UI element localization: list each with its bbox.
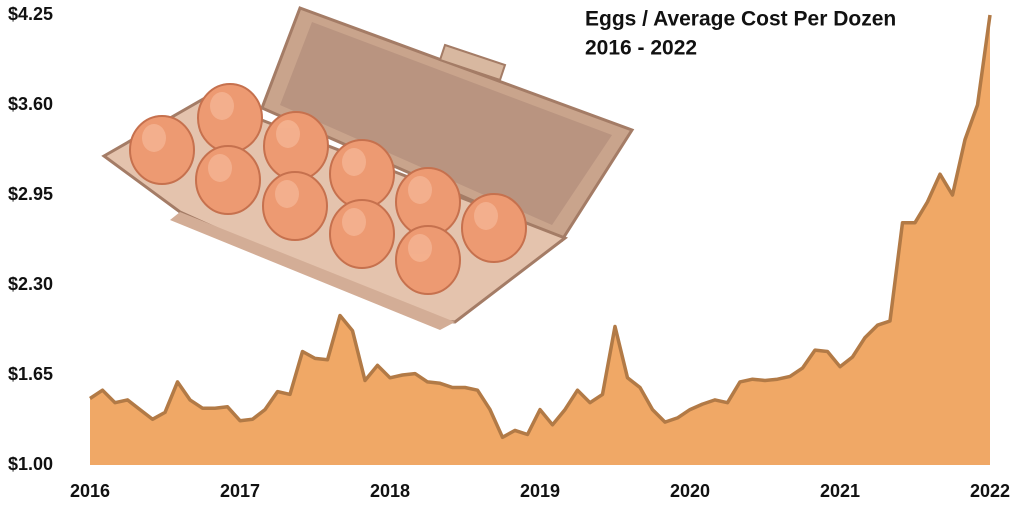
chart-title: Eggs / Average Cost Per Dozen bbox=[585, 8, 896, 31]
x-tick-label: 2016 bbox=[70, 481, 110, 501]
x-tick-label: 2018 bbox=[370, 481, 410, 501]
area bbox=[90, 15, 990, 465]
x-tick-label: 2020 bbox=[670, 481, 710, 501]
area-line bbox=[89, 14, 992, 440]
y-tick-label: $1.65 bbox=[8, 364, 53, 384]
y-tick-label: $3.60 bbox=[8, 94, 53, 114]
x-tick-label: 2017 bbox=[220, 481, 260, 501]
x-tick-label: 2019 bbox=[520, 481, 560, 501]
x-tick-label: 2022 bbox=[970, 481, 1010, 501]
plot-area bbox=[89, 14, 992, 465]
egg-carton-illustration bbox=[101, 6, 635, 330]
y-tick-label: $1.00 bbox=[8, 454, 53, 474]
y-tick-label: $4.25 bbox=[8, 4, 53, 24]
y-tick-label: $2.95 bbox=[8, 184, 53, 204]
chart-subtitle: 2016 - 2022 bbox=[585, 37, 697, 60]
x-tick-label: 2021 bbox=[820, 481, 860, 501]
y-tick-label: $2.30 bbox=[8, 274, 53, 294]
